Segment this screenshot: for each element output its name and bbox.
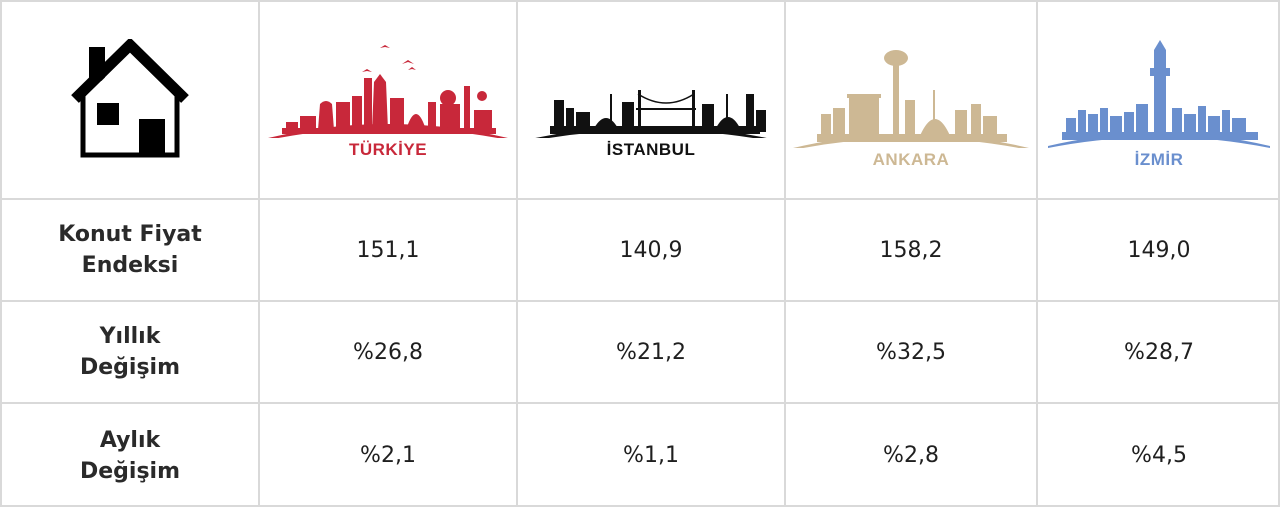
city-header-izmir: İZMİR xyxy=(1036,0,1280,198)
row-label-line: Aylık xyxy=(99,427,161,453)
row-label-line: Değişim xyxy=(79,355,181,380)
house-icon xyxy=(71,39,189,158)
value-cell: 158,2 xyxy=(784,198,1036,300)
value-cell: 140,9 xyxy=(516,198,784,300)
value-cell: %1,1 xyxy=(516,402,784,507)
value-cell: 151,1 xyxy=(258,198,516,300)
value-cell: %26,8 xyxy=(258,300,516,402)
city-header-turkiye: TÜRKİYE xyxy=(258,0,516,198)
ankara-skyline-icon xyxy=(793,50,1029,148)
row-label-yillik-degisim: Yıllık Değişim xyxy=(0,300,258,402)
value-cell: %32,5 xyxy=(784,300,1036,402)
value-cell: %28,7 xyxy=(1036,300,1280,402)
home-icon-cell xyxy=(0,0,258,198)
row-label-line: Yıllık xyxy=(99,324,161,349)
row-label-konut-fiyat-endeksi: Konut Fiyat Endeksi xyxy=(0,198,258,300)
city-label-turkiye: TÜRKİYE xyxy=(348,140,428,159)
value-cell: 149,0 xyxy=(1036,198,1280,300)
city-header-ankara: ANKARA xyxy=(784,0,1036,198)
city-header-istanbul: İSTANBUL xyxy=(516,0,784,198)
city-label-ankara: ANKARA xyxy=(872,150,950,169)
row-label-line: Endeksi xyxy=(81,253,179,278)
izmir-skyline-icon xyxy=(1048,40,1270,148)
value-cell: %4,5 xyxy=(1036,402,1280,507)
row-label-line: Konut Fiyat xyxy=(58,222,202,247)
city-label-izmir: İZMİR xyxy=(1134,150,1184,169)
city-label-istanbul: İSTANBUL xyxy=(606,140,696,159)
value-cell: %2,1 xyxy=(258,402,516,507)
istanbul-skyline-icon xyxy=(535,90,767,138)
row-label-line: Değişim xyxy=(79,458,181,484)
value-cell: %21,2 xyxy=(516,300,784,402)
value-cell: %2,8 xyxy=(784,402,1036,507)
row-label-aylik-degisim: Aylık Değişim xyxy=(0,402,258,507)
turkiye-skyline-icon xyxy=(268,45,508,138)
